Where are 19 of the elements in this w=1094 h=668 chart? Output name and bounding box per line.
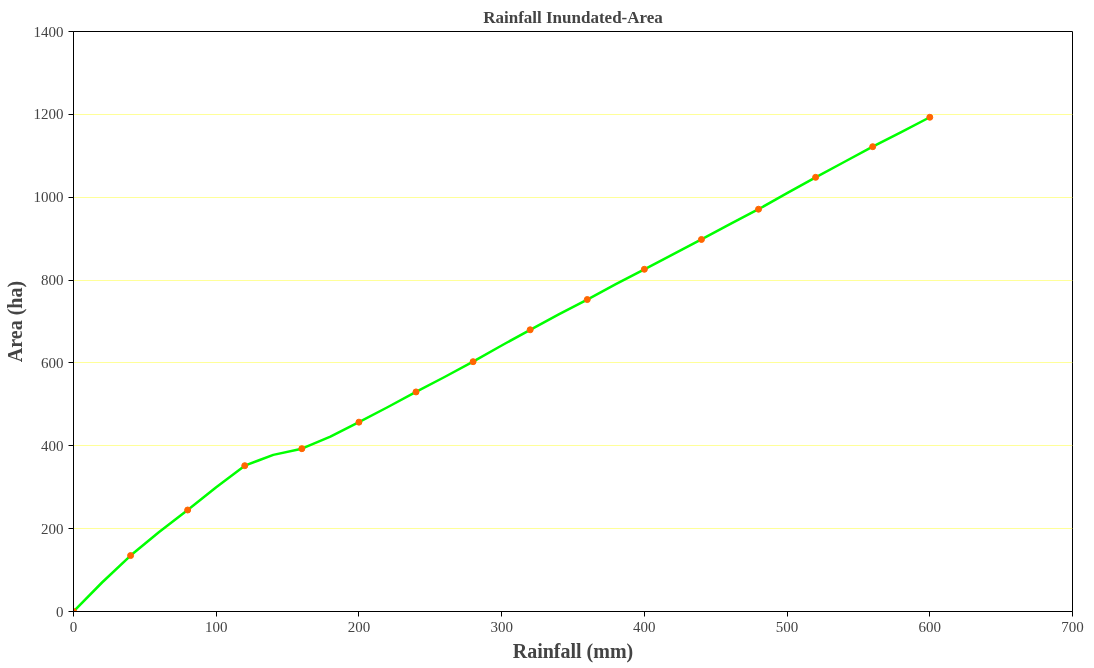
y-tick-label: 1400 bbox=[33, 23, 64, 40]
x-tick-label: 0 bbox=[69, 618, 78, 635]
y-tick-label: 800 bbox=[41, 272, 64, 289]
x-tick-label: 100 bbox=[204, 618, 228, 635]
y-axis-title: Area (ha) bbox=[3, 280, 27, 363]
x-tick-label: 300 bbox=[490, 618, 513, 635]
y-tick-label: 400 bbox=[41, 437, 64, 454]
y-tick-label: 600 bbox=[41, 354, 64, 371]
x-axis-title: Rainfall (mm) bbox=[512, 639, 634, 663]
y-tick-label: 200 bbox=[41, 520, 64, 537]
x-tick-label: 600 bbox=[918, 618, 942, 635]
y-tick-label: 1200 bbox=[33, 106, 64, 123]
y-tick-label: 1000 bbox=[33, 189, 64, 206]
x-tick-label: 500 bbox=[775, 618, 799, 635]
y-tick-label: 0 bbox=[56, 603, 64, 620]
x-tick-label: 400 bbox=[633, 618, 656, 635]
chart-title: Rainfall Inundated-Area bbox=[483, 7, 664, 27]
x-tick-label: 200 bbox=[347, 618, 371, 635]
x-tick-label: 700 bbox=[1061, 618, 1084, 635]
